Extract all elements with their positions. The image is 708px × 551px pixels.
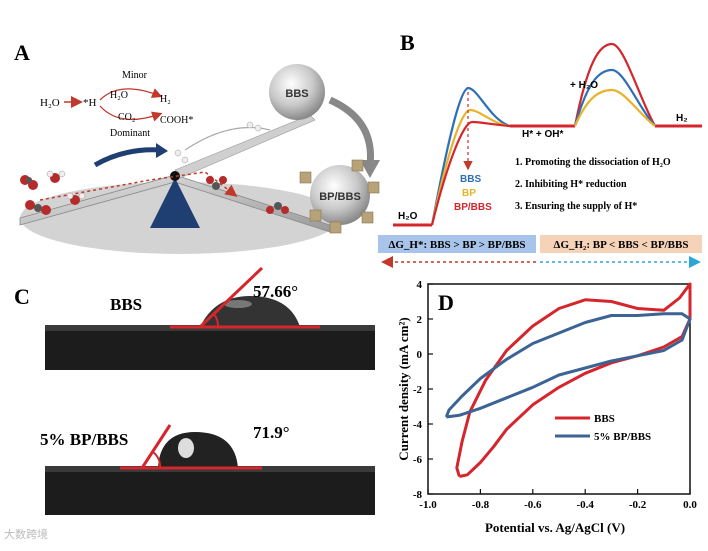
water-molecules [20,121,289,215]
x-tick-label: -0.6 [524,499,542,511]
plot-legend: BBS 5% BP/BBS [555,413,651,443]
scheme-co2: CO₂ [118,112,135,123]
x-tick-label: -1.0 [419,499,437,511]
reaction-scheme: H₂O *H Minor H₂O H₂ CO₂ COOH* Dominant [40,70,193,139]
watermark: 大数跨境 [4,529,48,541]
bpbbs-tangent [140,424,172,469]
state-h2o: H₂O [398,211,418,222]
y-tick-label: -6 [413,454,423,466]
bpbbs-substrate [45,470,375,515]
curved-arrow [93,147,161,168]
x-tick-label: 0.0 [683,499,697,511]
gray-arrow [328,96,374,166]
legend-bbs: BBS [460,174,481,185]
state-hoh: H* + OH* [522,129,564,140]
y-tick-label: 4 [417,279,423,291]
barrier2-bpbbs [573,42,656,127]
scheme-dominant: Dominant [110,128,150,139]
y-tick-label: 2 [417,314,423,326]
panel-b: B H₂O H* + OH* + H₂O H₂ BBS BP BP/BBS 1.… [378,30,702,268]
upper-strip [174,114,316,179]
barrier1-bbs [430,86,511,226]
bpbbs-sphere [310,165,370,225]
fulcrum-triangle [150,178,200,228]
scheme-h2o-minor: H₂O [110,90,128,101]
bbs-sample-label: BBS [110,295,142,314]
scheme-h-star: *H [83,97,97,109]
plot-series [444,282,692,478]
panel-c: C BBS 57.66° 5% BP/BBS 71.9° [14,266,375,515]
y-tick-label: -8 [413,489,423,501]
bbs-sphere [269,64,325,120]
legend-bpbbs: BP/BBS [454,202,492,213]
x-tick-label: -0.8 [472,499,490,511]
y-tick-label: 0 [417,349,423,361]
bbs-tangent [198,266,264,329]
panel-d: D -1.0 -0.8 -0.6 -0.4 -0.2 0.0 4 2 0 -2 -4 -6 -8 Pot… [396,279,697,535]
bbs-sphere-label: BBS [285,88,308,100]
note-3: 3. Ensuring the supply of H* [515,201,637,212]
delta-g-h2-box [540,235,702,253]
barrier2-bp [573,88,656,127]
delta-g-h-box [378,235,536,253]
x-tick-label: -0.2 [629,499,647,511]
pivot [170,171,180,181]
state-h2: H₂ [676,113,688,124]
panel-label-b: B [400,30,415,55]
x-tick-label: -0.4 [576,499,594,511]
legend-label-bbs: BBS [594,413,615,425]
scheme-h2: H₂ [160,94,171,105]
legend-bp: BP [462,188,476,199]
note-1: 1. Promoting the dissociation of H₂O [515,157,671,168]
panel-a: A BBS [14,40,380,254]
panel-label-a: A [14,40,30,65]
note-2: 2. Inhibiting H* reduction [515,179,627,190]
delta-g-h2-text: ΔG_H₂: BP < BBS < BP/BBS [554,239,689,251]
series-line-bpbbs [444,312,692,419]
barrier1-bpbbs [430,120,511,226]
panel-label-d: D [438,290,454,315]
y-tick-label: -4 [413,419,423,431]
y-tick-label: -2 [413,384,423,396]
panel-label-c: C [14,284,30,309]
barrier-legend: BBS BP BP/BBS [454,174,492,213]
scheme-minor: Minor [122,70,148,81]
bpbbs-angle-value: 71.9° [253,423,290,442]
state-plus-h2o: + H₂O [570,80,598,91]
bpbbs-droplet [158,432,238,468]
bp-cubes [299,159,380,234]
bpbbs-sample-label: 5% BP/BBS [40,430,128,449]
bbs-substrate [45,330,375,370]
delta-g-h-text: ΔG_H*: BBS > BP > BP/BBS [388,239,525,251]
legend-label-bpbbs: 5% BP/BBS [594,431,651,443]
y-axis-label: Current density (mA cm²) [396,317,411,460]
red-dotted-path [39,171,238,201]
bbs-angle-value: 57.66° [253,282,298,301]
bpbbs-sphere-label: BP/BBS [319,191,361,203]
barrier2-bbs [573,68,656,127]
plot-ticks: -1.0 -0.8 -0.6 -0.4 -0.2 0.0 4 2 0 -2 -4 -6 -8 [413,279,698,511]
scheme-h2o: H₂O [40,97,60,109]
x-axis-label: Potential vs. Ag/AgCl (V) [485,520,625,535]
scheme-cooh: COOH* [160,115,193,126]
